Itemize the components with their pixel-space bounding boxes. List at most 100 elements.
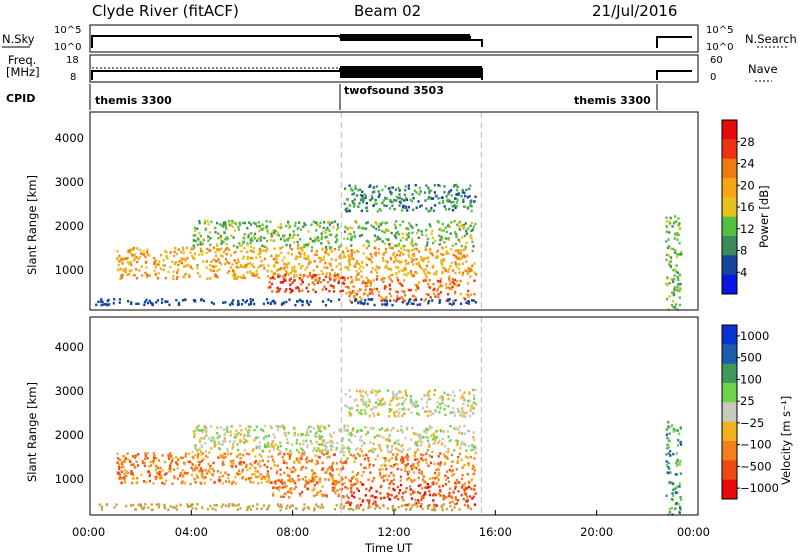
scatter-cell <box>207 235 209 238</box>
nsky-label: N.Sky <box>2 32 35 46</box>
power-colorbar-label: Power [dB] <box>757 185 771 248</box>
scatter-cell <box>369 415 371 418</box>
colorbar-swatch <box>722 139 737 159</box>
scatter-cell <box>378 403 380 406</box>
scatter-cell <box>391 494 393 497</box>
scatter-cell <box>474 272 476 275</box>
colorbar-tick-label: 500 <box>740 351 762 365</box>
scatter-cell <box>361 275 363 278</box>
scatter-cell <box>403 413 405 416</box>
scatter-cell <box>241 477 243 480</box>
scatter-cell <box>132 274 134 277</box>
scatter-cell <box>403 273 405 276</box>
scatter-cell <box>411 226 413 229</box>
ground-scatter-cell <box>216 504 218 507</box>
scatter-cell <box>200 241 202 244</box>
scatter-cell <box>131 472 133 475</box>
scatter-cell <box>335 483 337 486</box>
scatter-cell <box>197 453 199 456</box>
scatter-cell <box>421 267 423 270</box>
colorbar-swatch <box>722 236 737 256</box>
scatter-cell <box>175 456 177 459</box>
scatter-cell <box>351 254 353 257</box>
scatter-cell <box>322 467 324 470</box>
scatter-cell <box>387 267 389 270</box>
scatter-cell <box>220 243 222 246</box>
scatter-cell <box>432 442 434 445</box>
scatter-cell <box>427 257 429 260</box>
scatter-cell <box>418 460 420 463</box>
scatter-cell <box>280 450 282 453</box>
scatter-cell <box>368 245 370 248</box>
scatter-cell <box>459 228 461 231</box>
scatter-cell <box>432 237 434 240</box>
scatter-cell <box>280 473 282 476</box>
scatter-cell <box>408 262 410 265</box>
scatter-cell <box>400 468 402 471</box>
scatter-cell <box>432 483 434 486</box>
scatter-cell <box>354 198 356 201</box>
scatter-cell <box>396 392 398 395</box>
time-tick-label: 12:00 <box>377 525 410 539</box>
scatter-cell <box>676 452 678 455</box>
scatter-cell <box>221 224 223 227</box>
colorbar-swatch <box>722 120 737 140</box>
scatter-cell <box>317 224 319 227</box>
scatter-cell <box>404 294 406 297</box>
scatter-cell <box>375 458 377 461</box>
ground-scatter-cell <box>143 506 145 509</box>
scatter-cell <box>377 455 379 458</box>
scatter-cell <box>393 223 395 226</box>
scatter-cell <box>401 403 403 406</box>
ground-scatter-cell <box>386 300 388 303</box>
scatter-cell <box>329 222 331 225</box>
scatter-cell <box>677 217 679 220</box>
scatter-cell <box>310 480 312 483</box>
scatter-cell <box>182 476 184 479</box>
scatter-cell <box>220 443 222 446</box>
scatter-cell <box>380 497 382 500</box>
scatter-cell <box>351 227 353 230</box>
scatter-cell <box>402 237 404 240</box>
scatter-cell <box>391 457 393 460</box>
scatter-cell <box>455 263 457 266</box>
nave-tick-low: 0 <box>710 72 716 83</box>
scatter-cell <box>270 277 272 280</box>
scatter-cell <box>218 441 220 444</box>
cpid-row: CPID themis 3300 twofsound 3503 themis 3… <box>6 84 657 110</box>
scatter-cell <box>356 194 358 197</box>
scatter-cell <box>204 442 206 445</box>
scatter-cell <box>362 199 364 202</box>
ground-scatter-cell <box>467 507 469 510</box>
scatter-cell <box>365 256 367 259</box>
scatter-cell <box>281 259 283 262</box>
scatter-cell <box>433 273 435 276</box>
ground-scatter-cell <box>415 299 417 302</box>
scatter-cell <box>380 209 382 212</box>
scatter-cell <box>273 433 275 436</box>
scatter-cell <box>265 435 267 438</box>
colorbar-swatch <box>722 217 737 237</box>
scatter-cell <box>345 286 347 289</box>
scatter-cell <box>343 454 345 457</box>
scatter-cell <box>404 470 406 473</box>
scatter-cell <box>395 290 397 293</box>
scatter-cell <box>293 470 295 473</box>
scatter-cell <box>473 401 475 404</box>
scatter-cell <box>672 453 674 456</box>
scatter-cell <box>458 268 460 271</box>
scatter-cell <box>193 239 195 242</box>
scatter-cell <box>433 493 435 496</box>
scatter-cell <box>240 250 242 253</box>
scatter-cell <box>667 471 669 474</box>
scatter-cell <box>310 440 312 443</box>
scatter-cell <box>473 496 475 499</box>
scatter-cell <box>245 428 247 431</box>
scatter-cell <box>391 480 393 483</box>
scatter-cell <box>672 300 674 303</box>
scatter-cell <box>336 274 338 277</box>
scatter-cell <box>448 492 450 495</box>
scatter-cell <box>680 283 682 286</box>
scatter-cell <box>345 393 347 396</box>
scatter-cell <box>214 227 216 230</box>
